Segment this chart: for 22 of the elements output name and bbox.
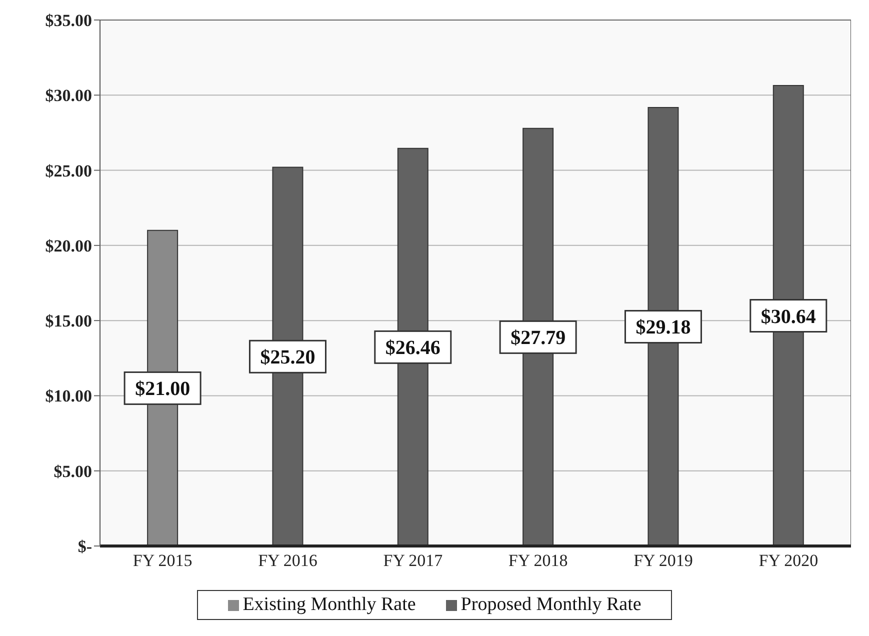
data-label: $30.64 <box>760 306 816 328</box>
data-label: $27.79 <box>510 327 566 350</box>
legend-label: Proposed Monthly Rate <box>460 594 642 616</box>
y-tick-label: $30.00 <box>45 86 92 106</box>
x-tick-label: FY 2018 <box>508 551 568 570</box>
x-tick-label: FY 2016 <box>258 551 318 570</box>
y-tick-label: $15.00 <box>45 312 92 331</box>
y-tick-label: $10.00 <box>45 386 92 406</box>
legend-label: Existing Monthly Rate <box>242 594 416 616</box>
y-tick-label: $20.00 <box>45 236 92 256</box>
data-label: $26.46 <box>385 337 440 360</box>
data-label: $29.18 <box>636 316 691 339</box>
data-label: $25.20 <box>260 346 316 369</box>
y-tick-label: $- <box>78 537 92 556</box>
y-tick-label: $25.00 <box>45 161 92 180</box>
x-tick-label: FY 2020 <box>758 551 818 570</box>
data-label: $21.00 <box>135 378 190 400</box>
x-tick-label: FY 2015 <box>132 551 192 570</box>
x-tick-label: FY 2019 <box>634 551 693 570</box>
y-tick-label: $5.00 <box>54 462 92 481</box>
x-tick-label: FY 2017 <box>383 551 444 570</box>
y-tick-label: $35.00 <box>45 11 92 30</box>
